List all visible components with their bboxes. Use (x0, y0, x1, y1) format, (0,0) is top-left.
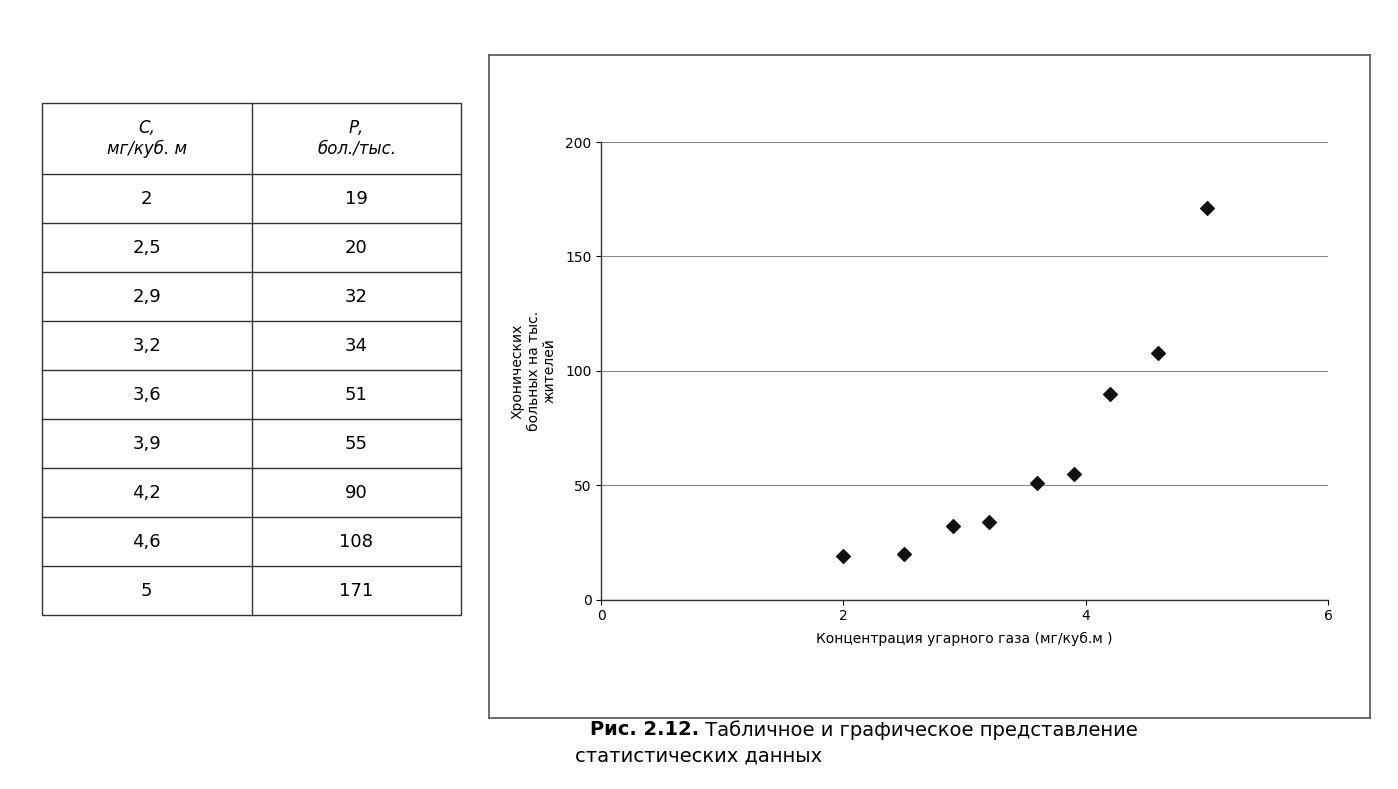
Y-axis label: Хронических
больных на тыс.
жителей: Хронических больных на тыс. жителей (510, 311, 556, 431)
Text: 34: 34 (345, 337, 368, 355)
Text: 51: 51 (345, 386, 368, 404)
Point (941, 520, 963, 533)
Text: 108: 108 (340, 533, 373, 551)
Text: Табличное и графическое представление: Табличное и графическое представление (699, 720, 1138, 739)
Point (832, 550, 854, 563)
Text: 90: 90 (345, 484, 368, 502)
Point (1099, 387, 1121, 400)
Text: 55: 55 (345, 435, 368, 453)
Point (1026, 477, 1048, 489)
Text: 171: 171 (340, 582, 373, 600)
Point (893, 548, 916, 560)
Text: 2,9: 2,9 (133, 288, 161, 306)
Text: С,
мг/куб. м: С, мг/куб. м (106, 119, 187, 158)
Point (1062, 467, 1085, 480)
Text: Р,
бол./тыс.: Р, бол./тыс. (317, 119, 396, 158)
Text: 3,6: 3,6 (133, 386, 161, 404)
Text: 2: 2 (141, 190, 152, 208)
Text: 3,9: 3,9 (133, 435, 161, 453)
Text: 19: 19 (345, 190, 368, 208)
Text: 2,5: 2,5 (133, 239, 161, 257)
Point (1195, 202, 1218, 215)
Text: статистических данных: статистических данных (576, 746, 822, 765)
Text: 20: 20 (345, 239, 368, 257)
Text: 4,2: 4,2 (133, 484, 161, 502)
Text: 32: 32 (345, 288, 368, 306)
Point (977, 515, 1000, 528)
X-axis label: Концентрация угарного газа (мг/куб.м ): Концентрация угарного газа (мг/куб.м ) (816, 632, 1113, 645)
Point (1148, 346, 1170, 359)
Text: 3,2: 3,2 (133, 337, 161, 355)
Text: Рис. 2.12.: Рис. 2.12. (590, 720, 699, 739)
Text: 4,6: 4,6 (133, 533, 161, 551)
Text: 5: 5 (141, 582, 152, 600)
